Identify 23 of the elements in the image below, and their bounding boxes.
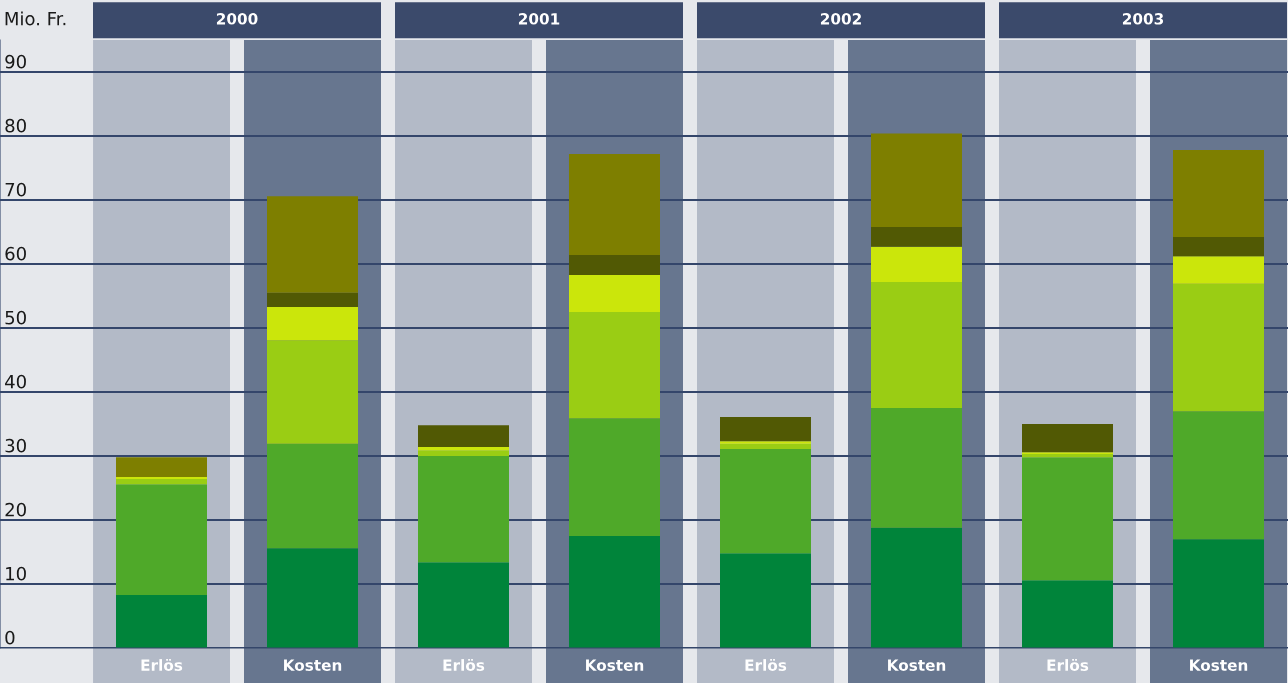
text: 2001: [518, 13, 560, 25]
x-tick-label: Kosten: [1190, 659, 1248, 671]
text: 2002: [820, 13, 861, 25]
y-tick-label: 20: [5, 502, 26, 517]
y-tick-label: 0: [5, 630, 15, 645]
y-tick-label: 60: [5, 246, 26, 261]
x-tick-label: Erlös: [1047, 658, 1089, 671]
x-tick-label: Erlös: [745, 658, 787, 671]
x-tick-label: Kosten: [586, 659, 644, 671]
x-tick-label: Kosten: [888, 659, 946, 671]
x-tick-label: Erlös: [141, 658, 183, 671]
y-tick-label: 10: [6, 566, 26, 581]
y-tick-label: 90: [5, 54, 26, 69]
x-tick-label: Erlös: [443, 658, 485, 671]
x-tick-label: Kosten: [284, 659, 342, 671]
text: 2003: [1122, 13, 1164, 25]
y-tick-label: 40: [5, 374, 26, 389]
text: 2000: [216, 13, 258, 25]
y-tick-label: 30: [5, 438, 26, 453]
y-tick-label: 70: [5, 182, 26, 197]
y-tick-label: 80: [5, 118, 26, 133]
y-axis-title: Mio. Fr.: [5, 11, 66, 26]
y-tick-label: 50: [5, 310, 26, 325]
